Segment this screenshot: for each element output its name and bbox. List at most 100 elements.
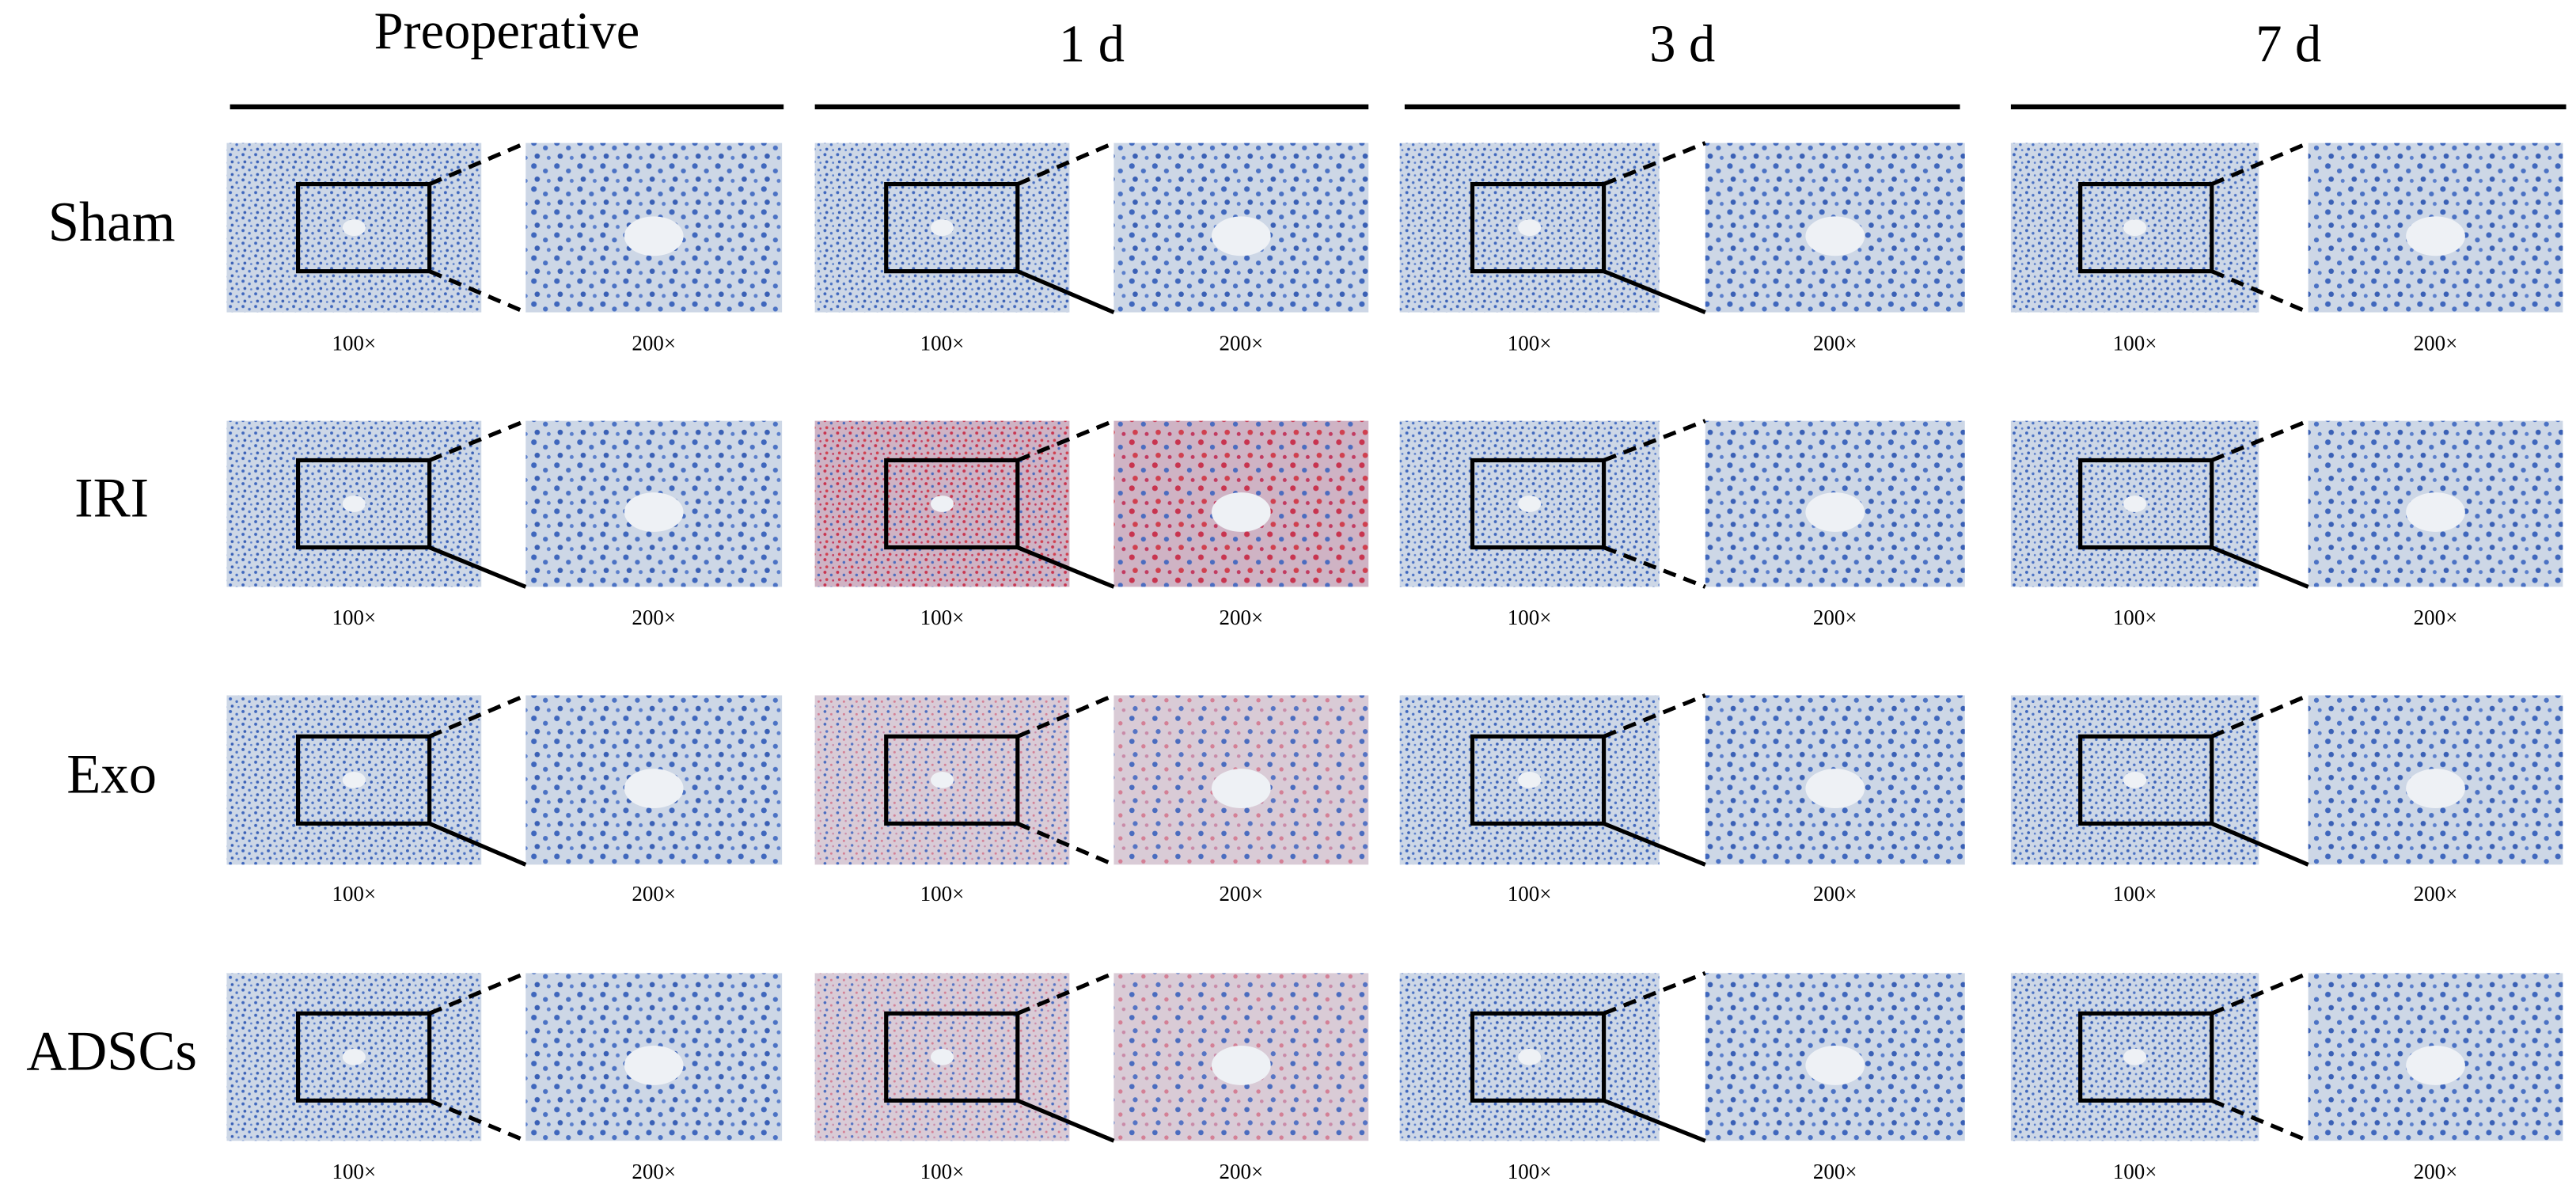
vessel bbox=[1805, 216, 1865, 256]
magnification-label: 100× bbox=[2113, 882, 2157, 906]
magnification-label: 200× bbox=[2414, 606, 2458, 629]
magnification-label: 100× bbox=[2113, 606, 2157, 629]
zoom-connector bbox=[428, 693, 527, 739]
zoom-connector bbox=[1016, 1098, 1115, 1143]
magnification-label: 200× bbox=[632, 331, 676, 355]
vessel bbox=[1518, 219, 1542, 237]
row-label: Exo bbox=[66, 744, 157, 806]
magnification-label: 100× bbox=[2113, 1160, 2157, 1183]
magnification-label: 200× bbox=[632, 606, 676, 629]
zoom-box bbox=[1470, 1011, 1607, 1103]
zoom-box bbox=[295, 458, 432, 550]
zoom-connector bbox=[1016, 269, 1115, 314]
zoom-connector bbox=[1016, 419, 1115, 462]
vessel bbox=[2406, 492, 2465, 532]
zoom-box bbox=[1470, 458, 1607, 550]
magnification-label: 200× bbox=[2414, 882, 2458, 906]
vessel bbox=[930, 219, 954, 237]
magnification-label: 200× bbox=[1219, 606, 1263, 629]
zoom-connector bbox=[1603, 269, 1706, 314]
zoom-connector bbox=[1016, 693, 1115, 739]
vessel bbox=[1805, 492, 1865, 532]
zoom-connector bbox=[1603, 419, 1706, 462]
magnification-label: 200× bbox=[1219, 882, 1263, 906]
zoom-connector bbox=[1016, 971, 1115, 1016]
vessel bbox=[2123, 219, 2147, 237]
magnification-label: 100× bbox=[332, 1160, 377, 1183]
magnification-label: 200× bbox=[632, 882, 676, 906]
magnification-label: 100× bbox=[920, 331, 965, 355]
magnification-label: 100× bbox=[920, 606, 965, 629]
zoom-box bbox=[884, 458, 1020, 550]
vessel bbox=[624, 492, 684, 532]
zoom-connector bbox=[1603, 1098, 1706, 1143]
zoom-box bbox=[2078, 458, 2214, 550]
zoom-connector bbox=[2210, 545, 2309, 589]
magnification-label: 200× bbox=[632, 1160, 676, 1183]
zoom-box bbox=[295, 734, 432, 826]
zoom-connector bbox=[428, 419, 527, 462]
magnification-label: 100× bbox=[920, 882, 965, 906]
vessel bbox=[2406, 1045, 2465, 1085]
magnification-label: 200× bbox=[1813, 331, 1857, 355]
zoom-connector bbox=[1603, 141, 1706, 186]
zoom-box bbox=[2078, 1011, 2214, 1103]
zoom-connector bbox=[1016, 545, 1115, 589]
vessel bbox=[1805, 769, 1865, 809]
zoom-connector bbox=[2210, 822, 2309, 867]
vessel bbox=[2406, 216, 2465, 256]
vessel bbox=[624, 1045, 684, 1085]
magnification-label: 200× bbox=[2414, 331, 2458, 355]
magnification-label: 200× bbox=[1219, 331, 1263, 355]
zoom-box bbox=[295, 181, 432, 274]
zoom-connector bbox=[428, 971, 527, 1016]
magnification-label: 200× bbox=[1813, 606, 1857, 629]
zoom-box bbox=[2078, 734, 2214, 826]
zoom-connector bbox=[1603, 693, 1706, 739]
magnification-label: 100× bbox=[2113, 331, 2157, 355]
magnification-label: 100× bbox=[332, 331, 377, 355]
magnification-label: 200× bbox=[1813, 882, 1857, 906]
zoom-connector bbox=[428, 1098, 527, 1143]
zoom-box bbox=[884, 1011, 1020, 1103]
zoom-box bbox=[884, 181, 1020, 274]
zoom-connector bbox=[2210, 971, 2309, 1016]
zoom-box bbox=[1470, 734, 1607, 826]
vessel bbox=[624, 769, 684, 809]
vessel bbox=[1211, 216, 1271, 256]
zoom-box bbox=[2078, 181, 2214, 274]
zoom-connector bbox=[428, 822, 527, 867]
vessel bbox=[1211, 492, 1271, 532]
vessel bbox=[1518, 772, 1542, 788]
vessel bbox=[930, 1048, 954, 1065]
vessel bbox=[342, 1048, 366, 1065]
vessel bbox=[342, 219, 366, 237]
vessel bbox=[930, 496, 954, 512]
zoom-connector bbox=[428, 269, 527, 314]
vessel bbox=[1518, 1048, 1542, 1065]
zoom-box bbox=[884, 734, 1020, 826]
zoom-connector bbox=[2210, 1098, 2309, 1143]
zoom-connector bbox=[2210, 269, 2309, 314]
magnification-label: 100× bbox=[1508, 331, 1552, 355]
column-header: Preoperative bbox=[374, 2, 640, 60]
zoom-connector bbox=[1016, 141, 1115, 186]
zoom-connector bbox=[428, 545, 527, 589]
zoom-connector bbox=[428, 141, 527, 186]
vessel bbox=[1211, 769, 1271, 809]
zoom-connector bbox=[2210, 141, 2309, 186]
zoom-box bbox=[1470, 181, 1607, 274]
zoom-connector bbox=[2210, 693, 2309, 739]
vessel bbox=[2123, 1048, 2147, 1065]
vessel bbox=[342, 496, 366, 512]
magnification-label: 100× bbox=[920, 1160, 965, 1183]
magnification-label: 200× bbox=[1813, 1160, 1857, 1183]
column-header: 3 d bbox=[1649, 16, 1715, 74]
vessel bbox=[930, 772, 954, 788]
row-label: Sham bbox=[48, 192, 176, 253]
column-header: 7 d bbox=[2255, 16, 2321, 74]
vessel bbox=[342, 772, 366, 788]
row-label: ADSCs bbox=[26, 1021, 197, 1083]
vessel bbox=[624, 216, 684, 256]
